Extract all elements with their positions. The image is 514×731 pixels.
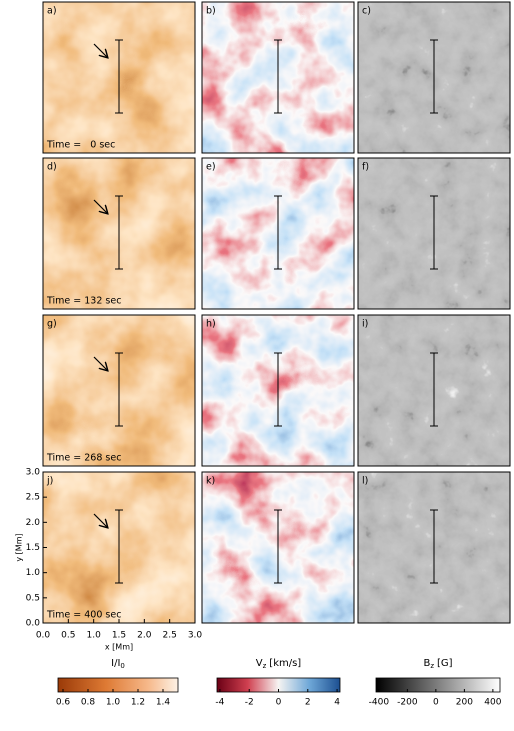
y-tick-label: 1.0	[26, 568, 41, 578]
colorbar-subscript: z	[430, 662, 434, 670]
colorbar-tick-label: 1.2	[131, 698, 145, 708]
x-tick-label: 1.0	[87, 631, 102, 641]
panel-label: a)	[47, 6, 57, 17]
y-tick-label: 0.5	[26, 593, 40, 603]
arrow	[93, 513, 107, 527]
y-tick-label: 3.0	[26, 468, 41, 478]
colorbar-tick-label: 200	[456, 698, 473, 708]
x-tick-label: 0.0	[36, 631, 51, 641]
panel-label: j)	[46, 476, 53, 487]
panel-frame	[357, 1, 511, 154]
colorbar-label: Bz [G]	[423, 658, 452, 670]
colorbar-subscript: z	[263, 662, 267, 670]
colorbar-unit: [km/s]	[269, 658, 301, 669]
y-tick-label: 2.0	[26, 518, 41, 528]
panel-frame	[201, 157, 355, 310]
panel-frame	[357, 471, 511, 624]
x-tick-label: 3.0	[188, 631, 203, 641]
panel-frame	[357, 157, 511, 310]
colorbar-unit: [G]	[437, 658, 453, 669]
colorbar-label: Vz [km/s]	[256, 658, 302, 670]
panel-frame	[42, 157, 196, 310]
panel-frame	[42, 314, 196, 467]
colorbar	[57, 677, 179, 693]
panel-label: l)	[362, 476, 368, 487]
colorbar-subscript: 0	[120, 662, 124, 670]
time-label: Time = 268 sec	[46, 453, 121, 464]
colorbar-tick-label: 400	[484, 698, 501, 708]
colorbar	[375, 677, 501, 693]
arrow	[93, 356, 107, 370]
colorbar-tick-label: 0.6	[56, 698, 71, 708]
colorbar-symbol: B	[423, 658, 430, 669]
colorbar-tick-label: 1.4	[156, 698, 171, 708]
arrow	[93, 199, 107, 213]
arrow	[93, 43, 107, 57]
colorbar-label: I/I0	[111, 658, 125, 670]
colorbar-tick-label: 0.8	[81, 698, 96, 708]
panel-frame	[201, 1, 355, 154]
colorbar-tick-label: 2	[305, 698, 311, 708]
colorbar-tick-label: 0	[276, 698, 282, 708]
panel-label: e)	[206, 162, 216, 173]
colorbar-symbol: I/I	[111, 658, 120, 669]
panel-label: f)	[362, 162, 369, 173]
panel-label: g)	[47, 319, 57, 330]
panel-label: d)	[47, 162, 57, 173]
time-label: Time = 0 sec	[46, 140, 115, 151]
colorbar-tick-label: 0	[433, 698, 439, 708]
colorbar-tick-label: 4	[334, 698, 340, 708]
time-label: Time = 132 sec	[46, 296, 121, 307]
colorbar-tick-label: -400	[369, 698, 390, 708]
panel-frame	[42, 1, 196, 154]
y-axis-label: y [Mm]	[15, 533, 24, 561]
colorbar-tick-label: -4	[215, 698, 224, 708]
panel-frame	[201, 314, 355, 467]
x-tick-label: 0.5	[61, 631, 75, 641]
y-tick-label: 1.5	[26, 543, 40, 553]
colorbar-tick-label: -2	[245, 698, 254, 708]
panel-frame	[357, 314, 511, 467]
y-tick-label: 2.5	[26, 493, 40, 503]
panel-label: i)	[362, 319, 368, 330]
x-tick-label: 2.5	[163, 631, 177, 641]
panel-frame	[201, 471, 355, 624]
panel-label: c)	[362, 6, 371, 17]
x-tick-label: 2.0	[137, 631, 152, 641]
colorbar-tick-label: -200	[397, 698, 418, 708]
panel-label: h)	[206, 319, 216, 330]
time-label: Time = 400 sec	[46, 610, 121, 621]
y-tick-label: 0.0	[26, 619, 41, 629]
x-axis-label: x [Mm]	[105, 643, 133, 652]
panel-label: b)	[206, 6, 216, 17]
colorbar-symbol: V	[256, 658, 263, 669]
panel-label: k)	[206, 476, 215, 487]
colorbar-tick-label: 1.0	[106, 698, 121, 708]
x-tick-label: 1.5	[112, 631, 126, 641]
